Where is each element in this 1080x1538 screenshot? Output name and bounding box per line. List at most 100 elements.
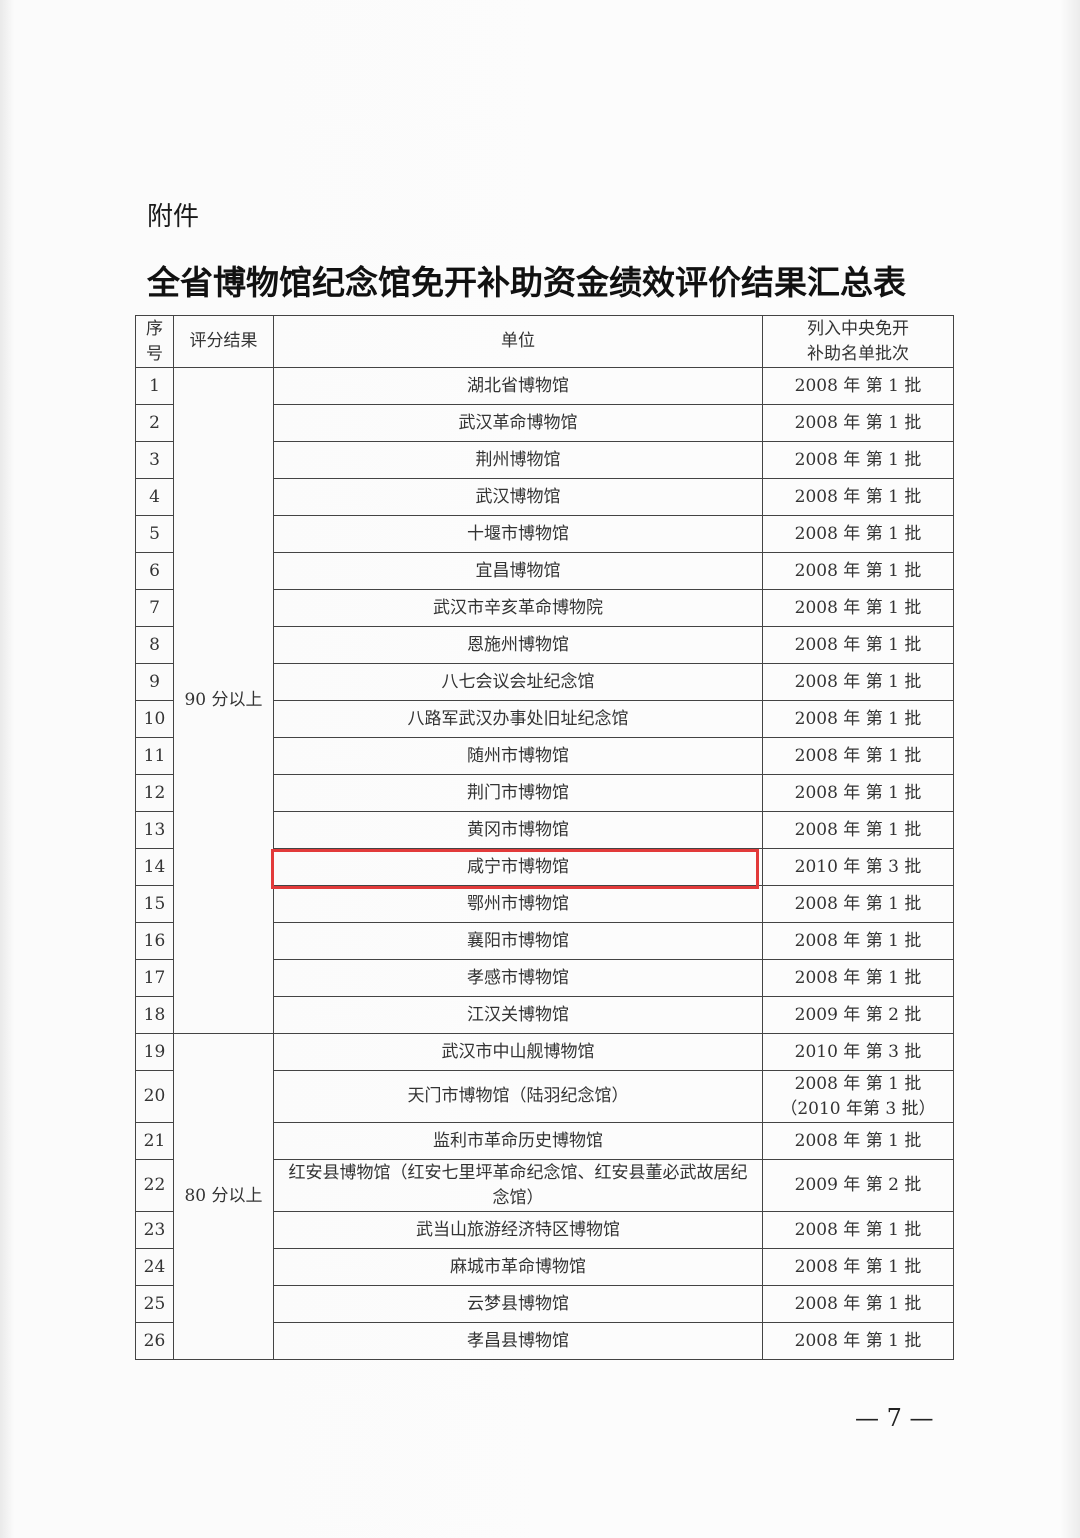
row-number: 14 bbox=[135, 848, 174, 886]
batch: 2008 年 第 1 批 bbox=[762, 589, 954, 627]
unit-name: 襄阳市博物馆 bbox=[273, 922, 763, 960]
batch: 2008 年 第 1 批 bbox=[762, 922, 954, 960]
table-row: 4 武汉博物馆 2008 年 第 1 批 bbox=[135, 478, 954, 516]
table-row: 15 鄂州市博物馆 2008 年 第 1 批 bbox=[135, 885, 954, 923]
row-number: 6 bbox=[135, 552, 174, 590]
batch: 2008 年 第 1 批 bbox=[762, 663, 954, 701]
row-number: 10 bbox=[135, 700, 174, 738]
table-row: 9 八七会议会址纪念馆 2008 年 第 1 批 bbox=[135, 663, 954, 701]
row-number: 12 bbox=[135, 774, 174, 812]
row-number: 17 bbox=[135, 959, 174, 997]
row-number: 2 bbox=[135, 404, 174, 442]
score-group: 80 分以上 bbox=[173, 1033, 274, 1360]
unit-name: 武当山旅游经济特区博物馆 bbox=[273, 1211, 763, 1249]
row-number: 21 bbox=[135, 1122, 174, 1160]
table-row: 14 咸宁市博物馆 2010 年 第 3 批 bbox=[135, 848, 954, 886]
row-number: 4 bbox=[135, 478, 174, 516]
table-row: 16 襄阳市博物馆 2008 年 第 1 批 bbox=[135, 922, 954, 960]
unit-name: 鄂州市博物馆 bbox=[273, 885, 763, 923]
row-number: 7 bbox=[135, 589, 174, 627]
header-unit: 单位 bbox=[273, 315, 763, 368]
page-number: — 7 — bbox=[855, 1404, 934, 1432]
header-no: 序号 bbox=[135, 315, 174, 368]
batch: 2008 年 第 1 批 bbox=[762, 515, 954, 553]
table-row: 24 麻城市革命博物馆 2008 年 第 1 批 bbox=[135, 1248, 954, 1286]
table-row: 23 武当山旅游经济特区博物馆 2008 年 第 1 批 bbox=[135, 1211, 954, 1249]
table-row: 25 云梦县博物馆 2008 年 第 1 批 bbox=[135, 1285, 954, 1323]
table-row: 19 80 分以上 武汉市中山舰博物馆 2010 年 第 3 批 bbox=[135, 1033, 954, 1360]
unit-name: 红安县博物馆（红安七里坪革命纪念馆、红安县董必武故居纪念馆） bbox=[273, 1159, 763, 1212]
batch: 2008 年 第 1 批 bbox=[762, 552, 954, 590]
unit-name: 宜昌博物馆 bbox=[273, 552, 763, 590]
table-row: 11 随州市博物馆 2008 年 第 1 批 bbox=[135, 737, 954, 775]
table-row: 1 90 分以上 湖北省博物馆 2008 年 第 1 批 bbox=[135, 367, 954, 1034]
unit-name: 荆州博物馆 bbox=[273, 441, 763, 479]
unit-name: 孝昌县博物馆 bbox=[273, 1322, 763, 1360]
unit-name: 武汉市中山舰博物馆 bbox=[273, 1033, 763, 1071]
unit-name: 武汉博物馆 bbox=[273, 478, 763, 516]
batch: 2008 年 第 1 批 bbox=[762, 959, 954, 997]
batch: 2010 年 第 3 批 bbox=[762, 848, 954, 886]
row-number: 8 bbox=[135, 626, 174, 664]
row-number: 23 bbox=[135, 1211, 174, 1249]
table-row: 20 天门市博物馆（陆羽纪念馆） 2008 年 第 1 批 （2010 年第 3 批… bbox=[135, 1070, 954, 1123]
table-row: 8 恩施州博物馆 2008 年 第 1 批 bbox=[135, 626, 954, 664]
attachment-label: 附件 bbox=[147, 202, 200, 232]
unit-name: 湖北省博物馆 bbox=[273, 367, 763, 405]
batch: 2008 年 第 1 批 bbox=[762, 441, 954, 479]
batch: 2008 年 第 1 批 bbox=[762, 737, 954, 775]
table-row: 2 武汉革命博物馆 2008 年 第 1 批 bbox=[135, 404, 954, 442]
header-batch: 列入中央免开补助名单批次 bbox=[762, 315, 954, 368]
unit-name: 武汉市辛亥革命博物院 bbox=[273, 589, 763, 627]
unit-name: 十堰市博物馆 bbox=[273, 515, 763, 553]
row-number: 22 bbox=[135, 1159, 174, 1212]
table-row: 26 孝昌县博物馆 2008 年 第 1 批 bbox=[135, 1322, 954, 1360]
batch: 2008 年 第 1 批 bbox=[762, 700, 954, 738]
batch: 2009 年 第 2 批 bbox=[762, 996, 954, 1034]
table-row: 18 江汉关博物馆 2009 年 第 2 批 bbox=[135, 996, 954, 1034]
row-number: 20 bbox=[135, 1070, 174, 1123]
batch: 2008 年 第 1 批 bbox=[762, 885, 954, 923]
document-title: 全省博物馆纪念馆免开补助资金绩效评价结果汇总表 bbox=[147, 263, 906, 302]
score-group: 90 分以上 bbox=[173, 367, 274, 1034]
batch: 2008 年 第 1 批 bbox=[762, 774, 954, 812]
row-number: 9 bbox=[135, 663, 174, 701]
table-row: 13 黄冈市博物馆 2008 年 第 1 批 bbox=[135, 811, 954, 849]
unit-name: 江汉关博物馆 bbox=[273, 996, 763, 1034]
highlight-box bbox=[271, 849, 759, 889]
unit-name: 八七会议会址纪念馆 bbox=[273, 663, 763, 701]
batch: 2008 年 第 1 批 bbox=[762, 811, 954, 849]
unit-name: 荆门市博物馆 bbox=[273, 774, 763, 812]
batch: 2008 年 第 1 批 bbox=[762, 478, 954, 516]
row-number: 16 bbox=[135, 922, 174, 960]
table-row: 17 孝感市博物馆 2008 年 第 1 批 bbox=[135, 959, 954, 997]
row-number: 13 bbox=[135, 811, 174, 849]
unit-name: 天门市博物馆（陆羽纪念馆） bbox=[273, 1070, 763, 1123]
row-number: 5 bbox=[135, 515, 174, 553]
batch: 2008 年 第 1 批 （2010 年第 3 批） bbox=[762, 1070, 954, 1123]
row-number: 25 bbox=[135, 1285, 174, 1323]
unit-name: 恩施州博物馆 bbox=[273, 626, 763, 664]
batch: 2008 年 第 1 批 bbox=[762, 1322, 954, 1360]
batch: 2008 年 第 1 批 bbox=[762, 1211, 954, 1249]
unit-name: 随州市博物馆 bbox=[273, 737, 763, 775]
unit-name: 监利市革命历史博物馆 bbox=[273, 1122, 763, 1160]
batch: 2009 年 第 2 批 bbox=[762, 1159, 954, 1212]
results-table: 序号 评分结果 单位 列入中央免开补助名单批次 1 90 分以上 湖北省博物馆 200… bbox=[135, 315, 954, 1360]
unit-name: 黄冈市博物馆 bbox=[273, 811, 763, 849]
table-header-row: 序号 评分结果 单位 列入中央免开补助名单批次 bbox=[135, 315, 954, 368]
unit-name: 八路军武汉办事处旧址纪念馆 bbox=[273, 700, 763, 738]
row-number: 11 bbox=[135, 737, 174, 775]
batch: 2008 年 第 1 批 bbox=[762, 1248, 954, 1286]
row-number: 1 bbox=[135, 367, 174, 405]
unit-name: 孝感市博物馆 bbox=[273, 959, 763, 997]
row-number: 24 bbox=[135, 1248, 174, 1286]
batch: 2010 年 第 3 批 bbox=[762, 1033, 954, 1071]
row-number: 26 bbox=[135, 1322, 174, 1360]
table-row: 6 宜昌博物馆 2008 年 第 1 批 bbox=[135, 552, 954, 590]
batch: 2008 年 第 1 批 bbox=[762, 1122, 954, 1160]
row-number: 18 bbox=[135, 996, 174, 1034]
row-number: 3 bbox=[135, 441, 174, 479]
unit-name: 云梦县博物馆 bbox=[273, 1285, 763, 1323]
unit-name: 咸宁市博物馆 bbox=[273, 848, 763, 886]
